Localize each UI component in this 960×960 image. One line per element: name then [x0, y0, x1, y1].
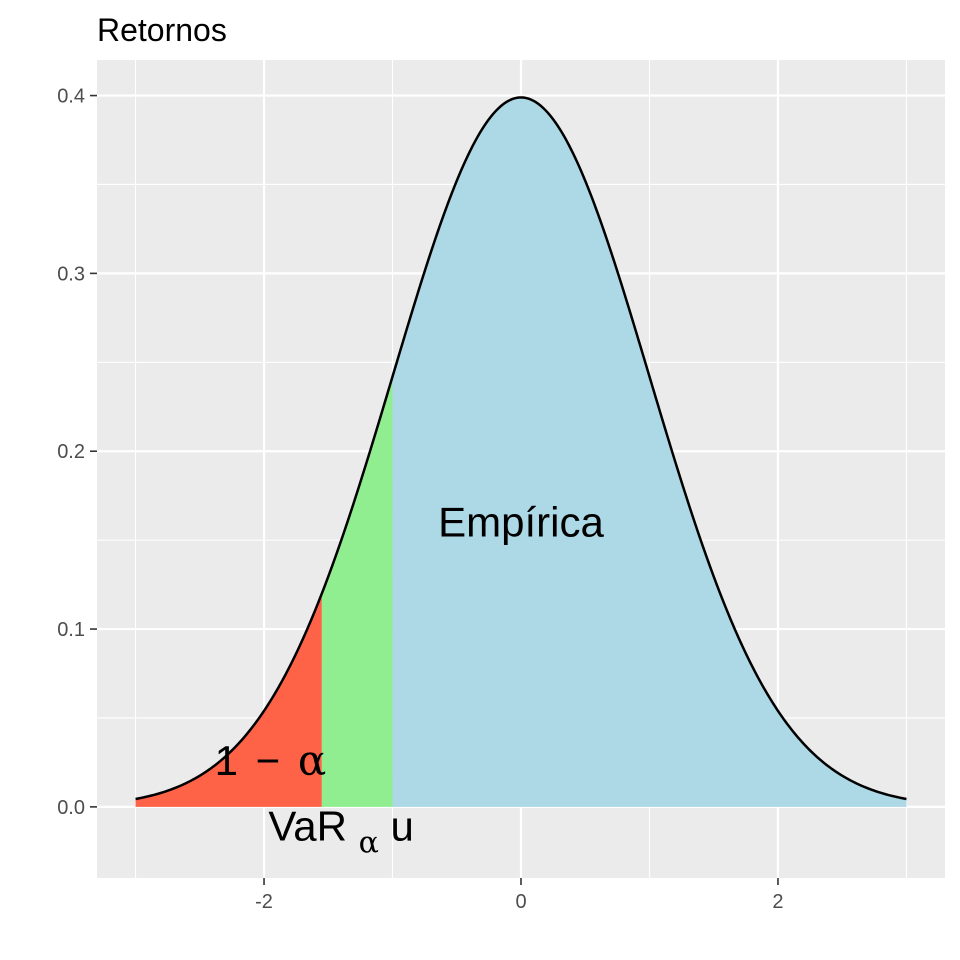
- x-tick-label-0: -2: [255, 891, 273, 913]
- one-minus-alpha-op: −: [256, 737, 281, 784]
- x-tick-label-1: 0: [515, 891, 526, 913]
- annotation-empirica: Empírica: [438, 499, 604, 546]
- density-region-0: [135, 593, 322, 807]
- y-tick-label-0: 0.0: [57, 797, 85, 819]
- one-minus-alpha-symbol: α: [298, 736, 326, 785]
- var-tail: u: [391, 803, 414, 850]
- var-subscript: α: [359, 826, 379, 861]
- axes: -2 0 2 0.0 0.1 0.2 0.3 0.4: [57, 86, 783, 913]
- density-region-1: [321, 376, 393, 807]
- one-minus-alpha-main: 1: [215, 737, 238, 784]
- annotation-var-alpha: VaR α u: [268, 803, 414, 862]
- annotation-one-minus-alpha: 1 − α: [215, 736, 327, 785]
- y-tick-label-4: 0.4: [57, 86, 85, 108]
- annotations: Empírica 1 − α VaR α u: [215, 499, 605, 862]
- y-tick-label-1: 0.1: [57, 619, 85, 641]
- chart-title: Retornos: [97, 12, 227, 48]
- density-regions: [135, 97, 907, 807]
- density-curve: [135, 96, 907, 801]
- var-main: VaR: [268, 803, 347, 850]
- y-tick-label-3: 0.3: [57, 263, 85, 285]
- density-region-2: [392, 97, 907, 807]
- x-tick-label-2: 2: [772, 891, 783, 913]
- y-tick-label-2: 0.2: [57, 441, 85, 463]
